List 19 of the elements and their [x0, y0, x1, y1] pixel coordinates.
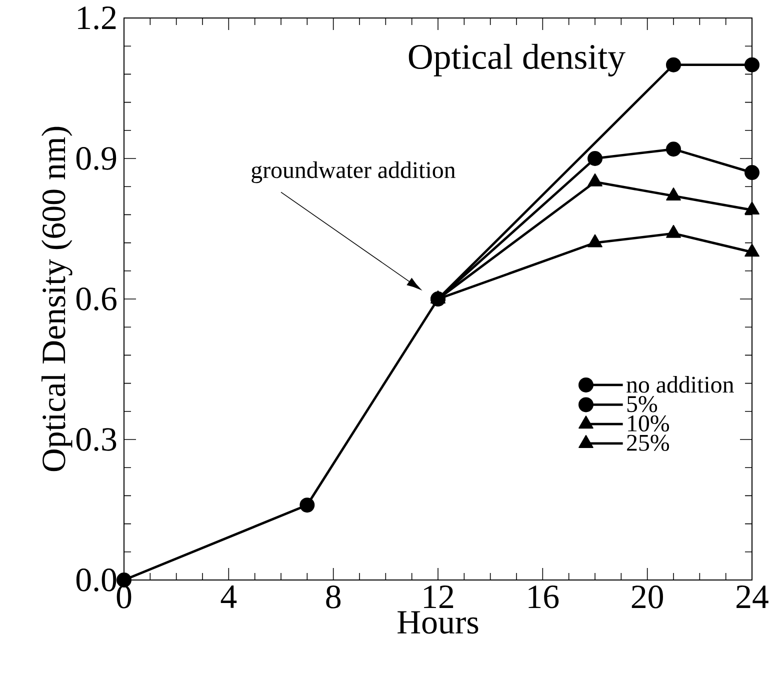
x-tick-label: 12 [424, 586, 454, 608]
legend-label: 5% [627, 396, 658, 412]
y-tick-label: 0.3 [76, 428, 116, 452]
legend-label: no addition [626, 376, 734, 393]
y-tick-label: 0.6 [76, 287, 116, 311]
text: Optical density [408, 44, 626, 76]
y-tick-label: 0.0 [76, 568, 116, 592]
x-tick-label: 16 [528, 586, 559, 608]
y-axis-title: Optical Density (600 nm) [41, 126, 72, 472]
x-axis-title: Hours [398, 611, 478, 634]
y-tick-label: 0.9 [76, 146, 116, 170]
x-tick-label: 24 [736, 586, 768, 608]
x-tick-label: 20 [632, 586, 663, 608]
legend-label: 25% [627, 434, 670, 451]
legend-label: 10% [628, 415, 670, 432]
x-tick-label: 4 [220, 586, 237, 608]
y-tick-label: 1.2 [78, 6, 116, 30]
annotation: groundwater addition [252, 161, 456, 184]
x-tick-label: 8 [326, 586, 341, 608]
